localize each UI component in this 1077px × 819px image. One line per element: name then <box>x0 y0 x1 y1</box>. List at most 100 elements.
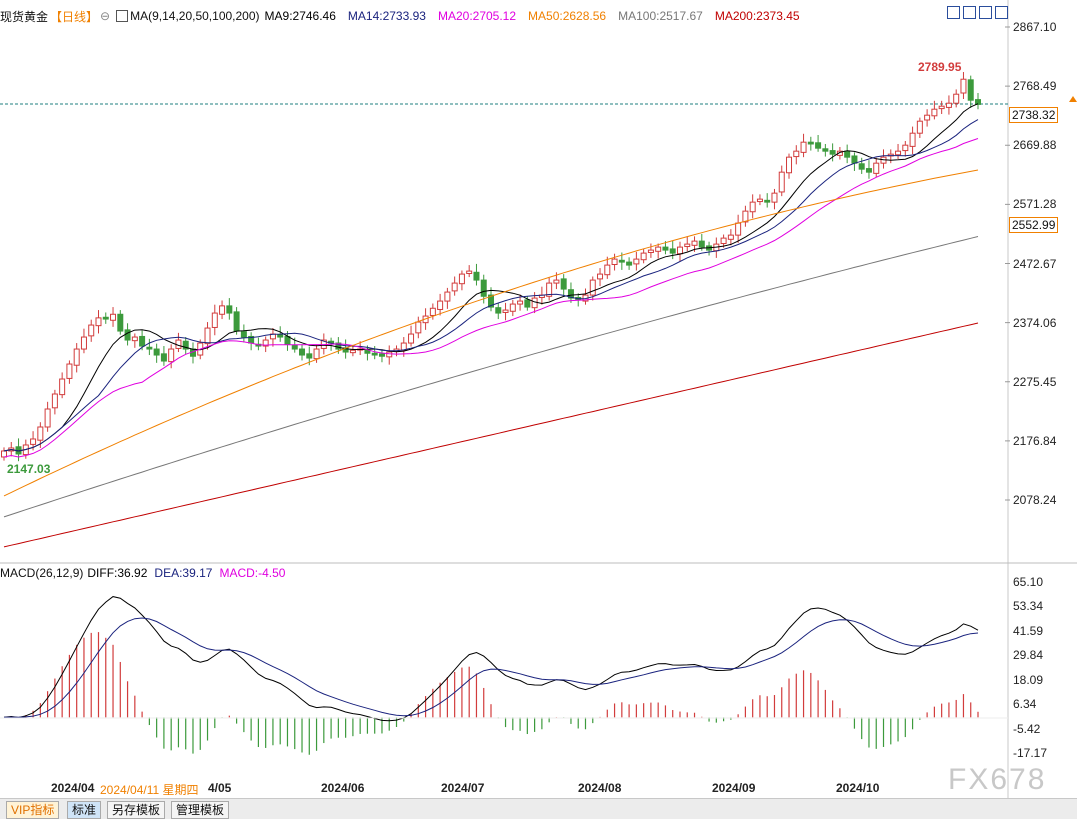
ma50-price-tag: 2552.99 <box>1009 217 1059 233</box>
macd-dea-line <box>3 617 979 718</box>
high-price-label: 2789.95 <box>918 60 962 74</box>
candle-body <box>51 393 58 409</box>
candle-body <box>473 271 480 281</box>
candle-body <box>80 336 87 350</box>
candle-body <box>975 99 981 105</box>
candle-body <box>30 438 37 445</box>
candle-body <box>611 258 618 266</box>
candle-body <box>437 300 444 310</box>
candle-body <box>102 316 109 320</box>
candle-body <box>73 348 80 366</box>
candle-body <box>815 142 822 149</box>
zoom-out-icon[interactable] <box>963 6 976 19</box>
candle-body <box>938 105 945 110</box>
candle-body <box>110 313 117 321</box>
candle-body <box>756 198 763 203</box>
candle-body <box>597 273 604 280</box>
candle-body <box>226 305 233 314</box>
candle-body <box>262 339 269 347</box>
watermark-logo: FX678 <box>948 763 1047 796</box>
price-tick-4: 2472.67 <box>1013 256 1057 271</box>
candle-body <box>560 278 567 290</box>
candle-body <box>647 249 654 254</box>
candle-body <box>146 346 153 350</box>
period-toggle-icon[interactable]: ⊖ <box>100 9 111 23</box>
macd-diff: DIFF:36.92 <box>87 566 148 580</box>
settings-icon[interactable] <box>995 6 1008 19</box>
macd-tick-5: 6.34 <box>1013 697 1037 712</box>
candle-body <box>865 168 872 173</box>
candle-body <box>364 349 371 354</box>
ma-value-4: MA100:2517.67 <box>618 9 703 23</box>
candle-body <box>524 299 531 308</box>
candle-body <box>800 141 807 153</box>
candle-body <box>829 150 836 155</box>
candle-body <box>531 297 538 309</box>
moving-average-lines <box>3 103 979 548</box>
candle-body <box>895 150 902 156</box>
candle-body <box>836 150 843 156</box>
candle-body <box>924 114 931 121</box>
candle-body <box>66 363 73 379</box>
candle-body <box>742 210 749 223</box>
period-label[interactable]: 【日线】 <box>50 9 99 24</box>
macd-tick-6: -5.42 <box>1013 721 1041 736</box>
candle-body <box>669 248 676 254</box>
ma-value-0: MA9:2746.46 <box>264 9 336 23</box>
candle-body <box>204 327 211 345</box>
candle-body <box>902 144 909 152</box>
candle-body <box>59 378 66 396</box>
candle-body <box>182 340 189 350</box>
candle-body <box>415 321 422 334</box>
candle-body <box>211 312 218 328</box>
candle-body <box>408 333 415 344</box>
ma-set-label[interactable]: MA(9,14,20,50,100,200) <box>130 9 260 23</box>
tab-vip-indicator[interactable]: VIP指标 <box>6 801 60 819</box>
tab-manage-template[interactable]: 管理模板 <box>171 801 230 819</box>
tab-save-template[interactable]: 另存模板 <box>107 801 166 819</box>
ma9-line <box>3 103 979 452</box>
candle-body <box>219 305 226 315</box>
tab-standard[interactable]: 标准 <box>67 801 102 819</box>
zoom-in-icon[interactable] <box>947 6 960 19</box>
candle-body <box>444 291 451 302</box>
candle-body <box>640 252 647 261</box>
candle-body <box>604 264 611 276</box>
symbol-name: 现货黄金 <box>0 9 49 24</box>
candle-body <box>553 279 560 284</box>
candle-body <box>306 353 313 359</box>
candle-body <box>349 349 356 354</box>
candle-body <box>735 222 742 236</box>
ma-values: MA9:2746.46 MA14:2733.93 MA20:2705.12 MA50:… <box>265 9 812 23</box>
candle-body <box>662 246 669 251</box>
macd-lines <box>3 596 979 722</box>
candle-body <box>451 282 458 292</box>
candle-body <box>589 279 596 296</box>
price-tick-3: 2571.28 <box>1013 197 1057 212</box>
candle-body <box>626 261 633 266</box>
ma-set-icon[interactable] <box>116 10 129 22</box>
macd-tick-7: -17.17 <box>1013 746 1048 760</box>
ma-value-3: MA50:2628.56 <box>528 9 607 23</box>
price-tick-8: 2078.24 <box>1013 493 1057 507</box>
candle-body <box>153 348 160 356</box>
price-tick-1: 2768.49 <box>1013 79 1057 94</box>
candle-body <box>240 331 247 338</box>
candle-body <box>44 408 51 428</box>
fit-icon[interactable] <box>979 6 992 19</box>
candle-body <box>291 344 298 350</box>
macd-header: MACD(26,12,9) DIFF:36.92 DEA:39.17 MACD:… <box>0 565 292 581</box>
candle-body <box>873 162 880 174</box>
candle-body <box>851 155 858 164</box>
candle-body <box>684 243 691 248</box>
low-price-label: 2147.03 <box>7 462 51 476</box>
candle-body <box>502 309 509 313</box>
candle-body <box>822 148 829 152</box>
candle-body <box>458 273 465 285</box>
macd-tick-1: 53.34 <box>1013 599 1044 614</box>
price-tick-7: 2176.84 <box>1013 433 1057 448</box>
candle-body <box>488 294 494 308</box>
candle-body <box>633 258 640 265</box>
candle-body <box>749 201 756 213</box>
